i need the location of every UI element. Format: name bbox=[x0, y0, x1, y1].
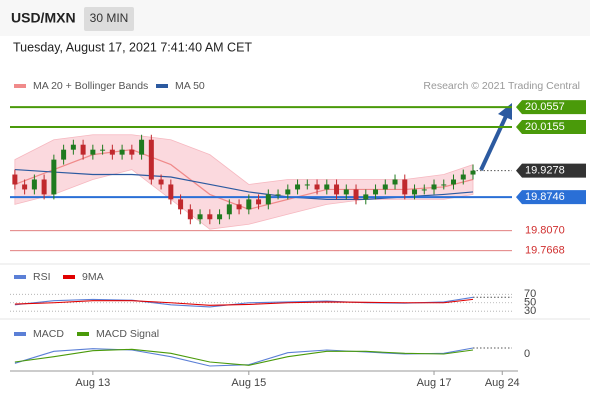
x-tick-label: Aug 24 bbox=[485, 377, 520, 389]
price-tag bbox=[516, 120, 586, 135]
candle-body bbox=[402, 179, 408, 195]
candle-body bbox=[470, 170, 476, 175]
candle-body bbox=[119, 149, 125, 155]
candle-body bbox=[421, 189, 427, 191]
candle-body bbox=[382, 184, 388, 190]
candle-body bbox=[246, 199, 252, 210]
y-tick-label: 0 bbox=[524, 348, 530, 360]
price-label: 20.0155 bbox=[525, 121, 565, 133]
legend-label: MA 50 bbox=[175, 80, 205, 92]
candle-body bbox=[158, 179, 164, 185]
candle-body bbox=[236, 204, 242, 210]
candle-body bbox=[70, 144, 76, 150]
candle-body bbox=[353, 189, 359, 200]
price-label: 19.7668 bbox=[525, 245, 565, 257]
price-label: 19.8070 bbox=[525, 225, 565, 237]
legend-label: MACD bbox=[33, 328, 64, 340]
timestamp: Tuesday, August 17, 2021 7:41:40 AM CET bbox=[13, 40, 252, 54]
indicator-line bbox=[14, 348, 474, 366]
legend-swatch bbox=[14, 275, 26, 279]
legend-swatch bbox=[14, 332, 26, 336]
candle-body bbox=[431, 184, 437, 190]
candle-body bbox=[61, 149, 67, 160]
x-tick-label: Aug 17 bbox=[417, 377, 452, 389]
candle-body bbox=[226, 204, 232, 215]
legend-swatch bbox=[156, 84, 168, 88]
legend-label: RSI bbox=[33, 271, 51, 283]
legend-label: MA 20 + Bollinger Bands bbox=[33, 80, 148, 92]
candle-body bbox=[90, 149, 96, 155]
indicator-line bbox=[14, 296, 474, 308]
credit: Research © 2021 Trading Central bbox=[423, 80, 580, 92]
candle-body bbox=[207, 214, 213, 220]
candle-body bbox=[100, 149, 106, 151]
price-tag bbox=[516, 100, 586, 115]
legend-label: 9MA bbox=[82, 271, 104, 283]
candle-body bbox=[31, 179, 37, 190]
candle-body bbox=[187, 209, 193, 220]
price-label: 19.9278 bbox=[525, 165, 565, 177]
interval-badge[interactable] bbox=[84, 7, 134, 31]
candle-body bbox=[129, 149, 135, 155]
price-tag bbox=[516, 163, 586, 178]
candle-body bbox=[304, 184, 310, 186]
candle-body bbox=[285, 189, 291, 195]
symbol: USD/MXN bbox=[11, 10, 76, 26]
x-tick-label: Aug 15 bbox=[231, 377, 266, 389]
candle-body bbox=[178, 199, 184, 210]
candle-body bbox=[51, 159, 57, 195]
forecast-arrow bbox=[479, 113, 509, 171]
candle-body bbox=[373, 189, 379, 195]
y-tick-label: 70 bbox=[524, 288, 536, 300]
interval[interactable]: 30 MIN bbox=[90, 11, 129, 25]
candle-body bbox=[148, 139, 154, 180]
candle-body bbox=[80, 144, 86, 155]
y-tick-label: 30 bbox=[524, 305, 536, 317]
legend-swatch bbox=[77, 332, 89, 336]
candle-body bbox=[314, 184, 320, 190]
candle-body bbox=[168, 184, 174, 200]
candle-body bbox=[109, 149, 115, 155]
candle-body bbox=[334, 184, 340, 195]
bollinger-band bbox=[14, 134, 474, 230]
candle-body bbox=[139, 139, 145, 155]
price-label: 20.0557 bbox=[525, 101, 565, 113]
x-tick-label: Aug 13 bbox=[75, 377, 110, 389]
y-tick-label: 50 bbox=[524, 297, 536, 309]
candle-body bbox=[265, 194, 271, 205]
candle-body bbox=[412, 189, 418, 195]
candle-body bbox=[324, 184, 330, 190]
candle-body bbox=[22, 184, 28, 190]
price-tag bbox=[516, 190, 586, 205]
legend-swatch bbox=[14, 84, 26, 88]
candle-body bbox=[392, 179, 398, 185]
candle-body bbox=[441, 184, 447, 186]
candle-body bbox=[275, 194, 281, 196]
candle-body bbox=[256, 199, 262, 205]
legend-label: MACD Signal bbox=[96, 328, 159, 340]
candle-body bbox=[295, 184, 301, 190]
legend-swatch bbox=[63, 275, 75, 279]
indicator-line bbox=[14, 347, 474, 367]
indicator-line bbox=[14, 298, 474, 306]
candle-body bbox=[217, 214, 223, 220]
candle-body bbox=[460, 174, 466, 180]
candle-body bbox=[343, 189, 349, 195]
candle-body bbox=[12, 174, 18, 185]
price-label: 19.8746 bbox=[525, 191, 565, 203]
candle-body bbox=[41, 179, 47, 195]
candle-body bbox=[363, 194, 369, 200]
candle-body bbox=[197, 214, 203, 220]
candle-body bbox=[451, 179, 457, 185]
